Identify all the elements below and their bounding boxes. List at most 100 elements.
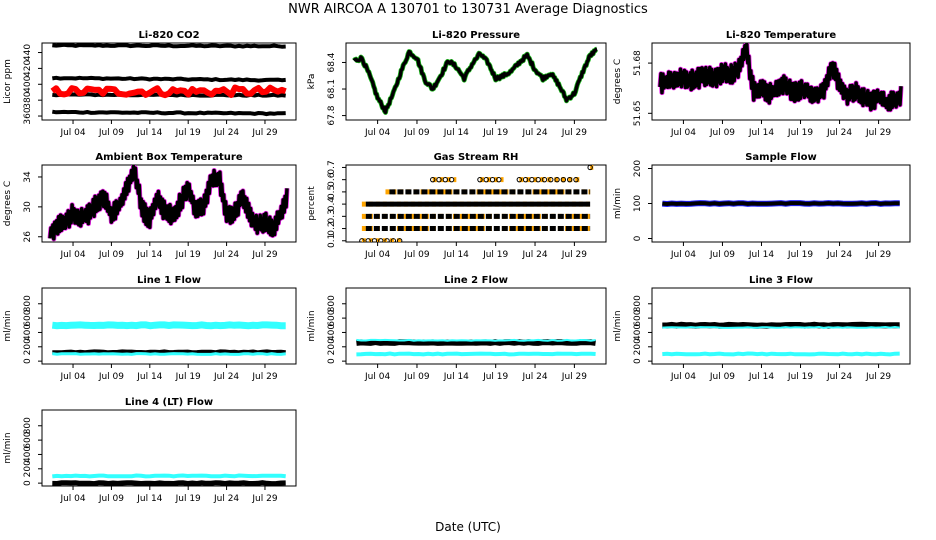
x-tick-label: Jul 14 [443,250,469,260]
plot-frame [345,42,607,121]
panel-title: Ambient Box Temperature [95,152,242,163]
rh-point [541,176,548,183]
x-tick-label: Jul 29 [251,372,277,382]
rh-point [522,176,529,183]
panel-title: Line 3 Flow [749,275,813,286]
x-tick-label: Jul 29 [865,128,891,138]
x-tick-label: Jul 29 [561,372,587,382]
plot-frame [345,287,607,365]
rh-point [566,176,573,183]
x-tick-label: Jul 09 [709,250,735,260]
data-layer [52,473,286,486]
y-axis-label: kPa [307,74,317,90]
panel-title: Li-820 Pressure [432,30,520,41]
x-tick-label: Jul 19 [175,128,201,138]
y-axis-label: ml/min [3,432,13,463]
series-line-1-low [52,349,286,355]
rh-point [477,176,483,183]
series-line-3-base [662,351,900,357]
x-tick-label: Jul 14 [748,250,774,260]
x-tick-label: Jul 04 [670,128,696,138]
x-tick-label: Jul 04 [670,250,696,260]
y-axis-label: ml/min [613,188,623,219]
x-tick-label: Jul 09 [709,372,735,382]
x-tick-label: Jul 29 [561,250,587,260]
y-tick-label: 360 [23,107,33,124]
rh-point [496,176,502,183]
data-layer [352,46,599,115]
y-tick-label: 200 [633,160,643,177]
y-tick-label: 0 [327,358,337,364]
x-tick-label: Jul 19 [175,494,201,504]
rh-point [535,176,541,183]
panel-6: Sample Flow ml/min Jul 04 Jul 09 Jul 14 Jul 1… [613,152,911,260]
x-tick-label: Jul 24 [213,128,239,138]
series-tank-2 [51,75,286,83]
rh-point [384,238,390,242]
series-line-1-base [52,352,286,356]
panel-title: Line 2 Flow [444,275,508,286]
panel-title: Line 1 Flow [137,275,201,286]
x-tick-label: Jul 04 [364,372,390,382]
y-tick-label: 67.8 [327,105,337,125]
rh-point [436,176,442,183]
series-line-4-zero [52,480,286,486]
x-tick-label: Jul 04 [59,494,85,504]
x-tick-label: Jul 09 [403,372,429,382]
plot-frame [651,287,911,365]
x-tick-label: Jul 09 [98,128,124,138]
series-line-1-flow [51,321,286,330]
y-tick-label: 0.7 [327,160,337,174]
x-tick-label: Jul 24 [826,250,852,260]
x-tick-label: Jul 09 [709,128,735,138]
y-tick-label: 400 [633,324,643,341]
x-tick-label: Jul 19 [175,372,201,382]
y-axis-label: percent [307,186,317,221]
x-tick-label: Jul 09 [403,128,429,138]
y-tick-label: 400 [23,324,33,341]
plot-frame [345,164,607,243]
y-tick-label: 600 [23,309,33,326]
y-tick-label: 0 [23,480,33,486]
rh-point [371,238,378,242]
y-tick-label: 400 [327,324,337,341]
panel-8: Line 2 Flow ml/min Jul 04 Jul 09 Jul 14 Jul 1… [307,275,607,382]
series-accent [47,165,290,242]
rh-point [396,238,403,242]
panel-9: Line 3 Flow ml/min Jul 04 Jul 09 Jul 14 Jul 1… [613,275,911,382]
panel-1: Li-820 CO2 Licor ppm Jul 04 Jul 09 Jul 14 Jul… [3,30,297,138]
x-tick-label: Jul 24 [521,250,547,260]
panel-title: Li-820 Temperature [726,30,836,41]
y-tick-label: 0 [23,358,33,364]
rh-point [390,238,397,242]
series-sample [50,84,287,99]
data-layer [50,43,287,117]
x-tick-label: Jul 24 [521,128,547,138]
rh-point [560,176,567,183]
x-tick-label: Jul 09 [98,494,124,504]
x-tick-label: Jul 19 [482,372,508,382]
panel-5: Gas Stream RH percent Jul 04 Jul 09 Jul 14 Ju… [307,152,607,260]
y-tick-label: 68.4 [327,52,337,72]
series-pressure [352,47,598,115]
series-line-2-flow [356,339,596,346]
data-layer [47,165,290,242]
y-tick-label: 200 [23,338,33,355]
plot-frame [41,287,297,365]
series-line-4-flow [52,473,286,479]
series-line-2-base [356,351,596,357]
y-tick-label: 800 [23,417,33,434]
y-tick-label: 400 [23,446,33,463]
rh-point [442,176,449,183]
y-tick-label: 100 [633,195,643,212]
y-tick-label: 26 [23,231,33,243]
panel-title: Gas Stream RH [434,152,519,163]
x-tick-label: Jul 24 [521,372,547,382]
y-tick-label: 0.5 [327,185,337,199]
x-tick-label: Jul 29 [251,250,277,260]
y-axis-label: ml/min [613,310,623,341]
x-tick-label: Jul 19 [175,250,201,260]
y-axis-label: ml/min [3,310,13,341]
y-tick-label: 30 [23,201,33,213]
x-tick-label: Jul 19 [787,372,813,382]
